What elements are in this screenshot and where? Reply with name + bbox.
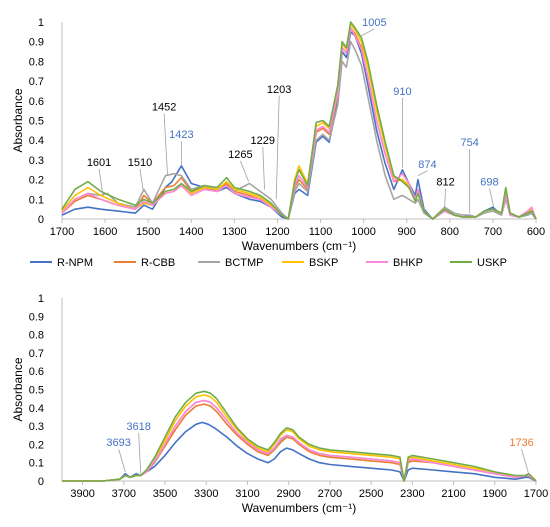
peak-label-1452: 1452 (152, 102, 176, 114)
y-tick-label: 0.6 (29, 366, 44, 378)
y-tick-label: 0.7 (29, 76, 44, 88)
x-tick-label: 3300 (194, 488, 218, 500)
x-tick-label: 1600 (93, 226, 117, 238)
y-tick-label: 0.8 (29, 330, 44, 342)
peak-leader-line (139, 168, 144, 190)
peak-leader-line (489, 188, 495, 208)
peak-leader-line (163, 113, 168, 176)
peak-leader-line (275, 95, 280, 200)
y-tick-label: 0.1 (29, 458, 44, 470)
x-tick-label: 1400 (179, 226, 203, 238)
peak-label-1229: 1229 (251, 135, 275, 147)
peak-leader-line (521, 449, 529, 474)
x-tick-label: 900 (398, 226, 416, 238)
x-tick-label: 2100 (441, 488, 465, 500)
legend-label-r-npm: R-NPM (57, 257, 93, 269)
peak-leader-line (361, 28, 375, 37)
y-tick-label: 0.1 (29, 194, 44, 206)
peak-label-1005: 1005 (362, 17, 386, 29)
x-tick-label: 800 (441, 226, 459, 238)
series-line-uskp (62, 390, 537, 482)
x-tick-label: 700 (484, 226, 502, 238)
x-tick-label: 1700 (524, 488, 548, 500)
peak-leader-line (98, 168, 104, 196)
legend: R-NPM R-CBB BCTMP BSKP BHKP USKP (30, 257, 507, 269)
x-tick-label: 1500 (136, 226, 160, 238)
x-tick-label: 1900 (483, 488, 507, 500)
x-tick-label: 1200 (265, 226, 289, 238)
x-tick-label: 1300 (222, 226, 246, 238)
y-tick-label: 0 (38, 214, 44, 226)
series-line-r-npm (61, 31, 537, 220)
x-tick-label: 2900 (276, 488, 300, 500)
y-tick-label: 0.5 (29, 385, 44, 397)
x-tick-label: 1700 (50, 226, 74, 238)
y-tick-label: 1 (38, 17, 44, 29)
y-tick-label: 0.6 (29, 96, 44, 108)
peak-label-812: 812 (436, 177, 454, 189)
y-tick-label: 0.9 (29, 37, 44, 49)
peak-label-1423: 1423 (169, 129, 193, 141)
y-tick-label: 0.2 (29, 175, 44, 187)
y-axis-title: Absorbance (11, 88, 25, 152)
series-line-bhkp (62, 399, 537, 482)
x-tick-label: 3900 (70, 488, 94, 500)
peak-label-1736: 1736 (509, 437, 533, 449)
legend-label-uskp: USKP (477, 257, 507, 269)
peak-label-754: 754 (460, 137, 478, 149)
y-tick-label: 0.9 (29, 311, 44, 323)
peak-leader-line (444, 188, 446, 208)
peak-label-3693: 3693 (106, 437, 130, 449)
x-tick-label: 1000 (351, 226, 375, 238)
chart-1: 0 0.1 0.2 0.3 0.4 0.5 0.6 0.7 0.8 0.9 1 3900 3700 350… (11, 257, 548, 515)
series-line-uskp (61, 21, 537, 220)
chart-0: 0 0.1 0.2 0.3 0.4 0.5 0.6 0.7 0.8 0.9 1 1700 1600 150… (11, 17, 545, 253)
peak-label-1265: 1265 (228, 149, 252, 161)
legend-label-r-cbb: R-CBB (141, 257, 175, 269)
peak-label-698: 698 (480, 177, 498, 189)
y-tick-label: 1 (38, 293, 44, 305)
y-tick-label: 0.4 (29, 403, 44, 415)
y-tick-label: 0.2 (29, 439, 44, 451)
peak-label-3618: 3618 (126, 421, 150, 433)
peak-label-874: 874 (418, 159, 436, 171)
y-axis-title: Absorbance (11, 357, 25, 421)
x-axis-title: Wavenumbers (cm⁻¹) (242, 501, 357, 515)
peak-label-1203: 1203 (267, 84, 291, 96)
peak-leader-line (138, 432, 142, 474)
peak-label-910: 910 (393, 86, 411, 98)
y-tick-label: 0.4 (29, 135, 44, 147)
y-tick-label: 0.3 (29, 421, 44, 433)
peak-leader-line (417, 170, 428, 177)
x-tick-label: 2500 (359, 488, 383, 500)
x-tick-label: 3700 (112, 488, 136, 500)
legend-label-bskp: BSKP (309, 257, 338, 269)
x-tick-label: 2300 (400, 488, 424, 500)
legend-label-bctmp: BCTMP (225, 257, 264, 269)
x-tick-label: 1100 (309, 226, 333, 238)
series-line-bctmp (61, 40, 537, 220)
x-tick-label: 2700 (318, 488, 342, 500)
y-tick-label: 0.5 (29, 116, 44, 128)
peak-leader-line (240, 160, 249, 182)
y-tick-label: 0.8 (29, 56, 44, 68)
y-tick-label: 0.7 (29, 348, 44, 360)
legend-label-bhkp: BHKP (393, 257, 423, 269)
x-axis-title: Wavenumbers (cm⁻¹) (242, 239, 357, 253)
y-tick-label: 0.3 (29, 155, 44, 167)
y-tick-label: 0 (38, 476, 44, 488)
peak-label-1601: 1601 (87, 157, 111, 169)
peak-leader-line (262, 147, 265, 190)
x-tick-label: 600 (527, 226, 545, 238)
peak-label-1510: 1510 (128, 157, 152, 169)
x-tick-label: 3100 (235, 488, 259, 500)
peak-leader-line (118, 449, 126, 472)
x-tick-label: 3500 (153, 488, 177, 500)
